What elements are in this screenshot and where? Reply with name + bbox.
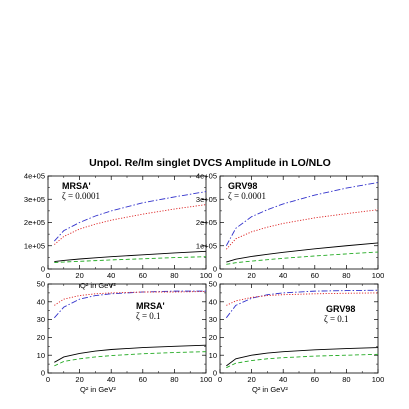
pdf-set-label: MRSA' <box>62 181 91 191</box>
y-tick-label: 20 <box>209 333 217 342</box>
y-tick-label: 4e+05 <box>196 172 217 181</box>
x-tick-label: 100 <box>372 375 385 384</box>
series-line <box>54 250 207 263</box>
x-tick-label: 100 <box>200 375 213 384</box>
series-line <box>226 353 379 369</box>
x-tick-label: 0 <box>218 375 222 384</box>
x-tick-label: 20 <box>75 375 83 384</box>
panels: 0 20 40 60 80 10001e+052e+053e+054e+05MRSA'ζ … <box>24 172 384 394</box>
x-tick-label: 20 <box>247 271 255 280</box>
plot-frame <box>219 283 379 374</box>
y-tick-label: 50 <box>37 280 45 289</box>
y-tick-label: 1e+05 <box>24 241 45 250</box>
figure-title: Unpol. Re/Im singlet DVCS Amplitude in L… <box>89 157 331 169</box>
y-tick-label: 0 <box>213 369 217 378</box>
zeta-annotation: ζ = 0.0001 <box>228 191 266 201</box>
series-line <box>54 291 207 306</box>
pdf-set-label: GRV98 <box>228 181 257 191</box>
series-line <box>53 191 207 242</box>
y-tick-label: 50 <box>209 280 217 289</box>
y-tick-label: 2e+05 <box>24 218 45 227</box>
x-tick-label: 40 <box>279 375 287 384</box>
y-tick-label: 0 <box>41 369 45 378</box>
y-tick-label: 40 <box>209 297 217 306</box>
series-line <box>225 209 379 250</box>
x-tick-label: 40 <box>107 375 115 384</box>
x-tick-label: 100 <box>200 271 213 280</box>
x-tick-label: 0 <box>218 271 222 280</box>
x-tick-label: 60 <box>311 271 319 280</box>
x-tick-label: 80 <box>170 271 178 280</box>
x-tick-label: 0 <box>46 271 50 280</box>
y-tick-label: 30 <box>37 315 45 324</box>
x-tick-label: 100 <box>372 271 385 280</box>
chart-panel: 0 20 40 60 80 100 0 10 20 30 40 50 MRSA'ζ = 0.1 Q² in… <box>37 280 213 394</box>
series-line <box>53 290 206 319</box>
series-line <box>54 344 207 363</box>
series-line <box>226 347 379 367</box>
y-tick-label: 10 <box>37 351 45 360</box>
y-tick-label: 4e+05 <box>24 172 45 181</box>
x-tick-label: 60 <box>139 375 147 384</box>
series-line <box>54 256 207 263</box>
x-tick-label: 60 <box>311 375 319 384</box>
zeta-annotation: ζ = 0.0001 <box>62 191 100 201</box>
series-line <box>54 204 207 245</box>
series-line <box>226 292 379 306</box>
y-tick-label: 3e+05 <box>196 195 217 204</box>
x-tick-label: 20 <box>247 375 255 384</box>
pdf-set-label: GRV98 <box>326 304 355 314</box>
x-axis-label: Q² in GeV² <box>80 281 116 290</box>
x-tick-label: 20 <box>75 271 83 280</box>
x-axis-label: Q² in GeV² <box>252 385 288 394</box>
plot-frame <box>47 283 207 374</box>
y-tick-label: 0 <box>41 265 45 274</box>
y-tick-label: 1e+05 <box>196 241 217 250</box>
series-line <box>225 182 379 246</box>
series-line <box>226 251 379 265</box>
x-tick-label: 80 <box>170 375 178 384</box>
y-tick-label: 10 <box>209 351 217 360</box>
x-tick-label: 60 <box>139 271 147 280</box>
x-tick-label: 40 <box>279 271 287 280</box>
zeta-annotation: ζ = 0.1 <box>324 314 349 324</box>
y-tick-label: 30 <box>209 315 217 324</box>
y-tick-label: 40 <box>37 297 45 306</box>
zeta-annotation: ζ = 0.1 <box>136 311 161 321</box>
y-tick-label: 0 <box>213 265 217 274</box>
chart-panel: 0 20 40 60 80 10001e+052e+053e+054e+05GRV98ζ … <box>196 172 384 280</box>
y-tick-label: 2e+05 <box>196 218 217 227</box>
x-tick-label: 80 <box>342 375 350 384</box>
chart-panel: 0 20 40 60 80 100 0 1e+05 2e+05 3e+05 4e+05 MRSA'ζ … <box>24 172 212 290</box>
x-tick-label: 0 <box>46 375 50 384</box>
y-tick-label: 3e+05 <box>24 195 45 204</box>
series-line <box>225 289 379 319</box>
x-axis-label: Q² in GeV² <box>80 385 116 394</box>
y-tick-label: 20 <box>37 333 45 342</box>
x-tick-label: 80 <box>342 271 350 280</box>
pdf-set-label: MRSA' <box>136 301 165 311</box>
series-line <box>54 351 207 367</box>
x-tick-label: 40 <box>107 271 115 280</box>
series-line <box>226 242 379 263</box>
